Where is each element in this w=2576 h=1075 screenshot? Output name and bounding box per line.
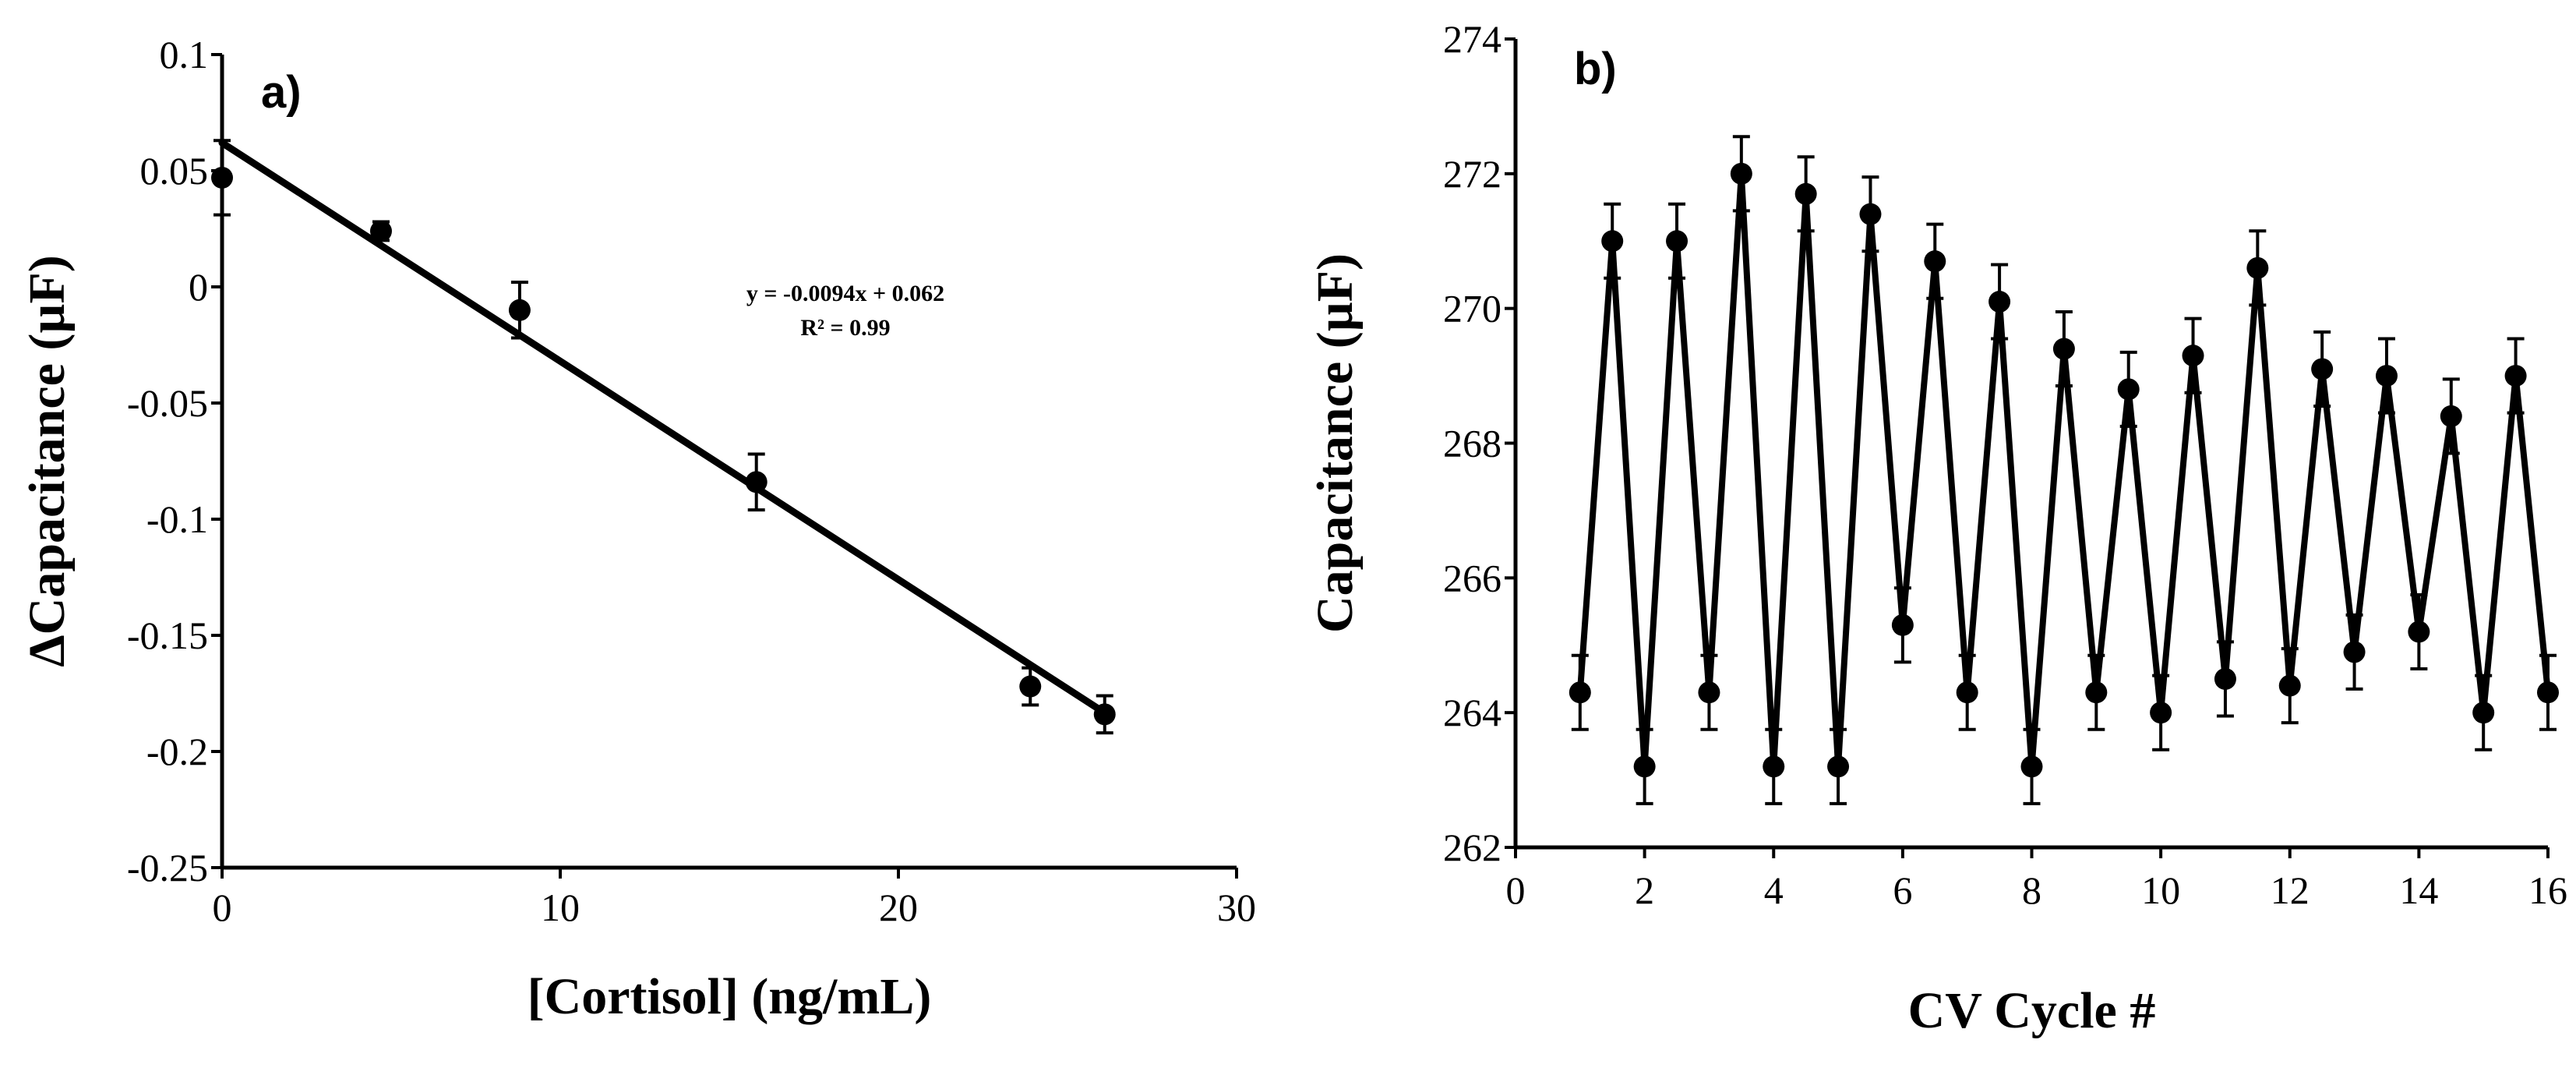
y-tick-label: -0.1 bbox=[146, 497, 208, 541]
x-tick-label: 2 bbox=[1635, 868, 1654, 912]
data-point bbox=[1956, 681, 1978, 704]
data-point bbox=[2472, 702, 2495, 724]
x-tick-label: 30 bbox=[1217, 886, 1256, 929]
data-point bbox=[1891, 614, 1914, 636]
data-point bbox=[1763, 755, 1785, 778]
y-tick-label: 262 bbox=[1443, 826, 1501, 869]
data-point bbox=[2020, 755, 2043, 778]
data-point bbox=[2085, 681, 2108, 704]
data-point bbox=[2311, 358, 2334, 380]
data-point bbox=[2117, 378, 2140, 401]
data-point bbox=[2278, 674, 2301, 697]
equation-annotation: R² = 0.99 bbox=[800, 315, 890, 341]
y-tick-label: 0.05 bbox=[140, 149, 209, 193]
data-point bbox=[211, 166, 233, 189]
panel-b: 262 264 266 268 270 272 274 0 2 4 6 8 10 12 14 16 CV Cyc… bbox=[1307, 17, 2567, 1039]
x-tick-label: 12 bbox=[2271, 868, 2310, 912]
x-tick-label: 14 bbox=[2399, 868, 2438, 912]
panel-a: 0.10.050-0.05-0.1-0.15-0.2-0.250 10 20 30[C… bbox=[19, 33, 1256, 1025]
data-point bbox=[1666, 230, 1689, 253]
data-point bbox=[2343, 641, 2366, 663]
data-point bbox=[2052, 338, 2075, 360]
y-axis-title: ΔCapacitance (µF) bbox=[19, 255, 76, 667]
x-tick-label: 20 bbox=[879, 886, 918, 929]
panel-label: b) bbox=[1574, 44, 1617, 94]
y-tick-label: -0.15 bbox=[127, 614, 208, 657]
data-point bbox=[508, 299, 531, 321]
y-tick-label: 274 bbox=[1443, 17, 1501, 61]
trendline bbox=[218, 139, 1109, 716]
x-tick-label: 0 bbox=[213, 886, 232, 929]
x-axis-title: [Cortisol] (ng/mL) bbox=[528, 968, 932, 1025]
data-point bbox=[2150, 702, 2172, 724]
x-axis-title: CV Cycle # bbox=[1908, 982, 2156, 1039]
y-tick-label: -0.05 bbox=[127, 381, 208, 425]
data-point bbox=[1827, 755, 1850, 778]
data-point bbox=[2504, 365, 2527, 387]
x-tick-label: 10 bbox=[541, 886, 580, 929]
x-tick-label: 4 bbox=[1764, 868, 1784, 912]
x-tick-label: 16 bbox=[2528, 868, 2567, 912]
y-axis-title: Capacitance (µF) bbox=[1307, 253, 1364, 633]
y-tick-label: -0.25 bbox=[127, 846, 208, 889]
y-tick-label: 264 bbox=[1443, 691, 1501, 734]
x-tick-label: 6 bbox=[1893, 868, 1912, 912]
data-point bbox=[1730, 162, 1752, 185]
data-point bbox=[2375, 365, 2398, 387]
data-point bbox=[1924, 250, 1946, 273]
data-point bbox=[1601, 230, 1624, 253]
data-point bbox=[1988, 291, 2011, 313]
y-tick-label: 270 bbox=[1443, 287, 1501, 331]
x-tick-label: 8 bbox=[2022, 868, 2041, 912]
data-point bbox=[1569, 681, 1591, 704]
series-line bbox=[1576, 173, 2551, 767]
data-point bbox=[1698, 681, 1720, 704]
data-point bbox=[1019, 675, 1042, 698]
data-point bbox=[1633, 755, 1656, 778]
data-point bbox=[745, 471, 768, 493]
data-point bbox=[2408, 621, 2430, 643]
y-tick-label: 268 bbox=[1443, 422, 1501, 465]
x-tick-label: 10 bbox=[2141, 868, 2180, 912]
y-tick-label: 266 bbox=[1443, 556, 1501, 599]
y-tick-label: -0.2 bbox=[146, 730, 208, 773]
y-tick-label: 0 bbox=[189, 265, 208, 309]
data-point bbox=[1794, 182, 1817, 205]
data-point bbox=[2246, 256, 2269, 279]
panel-label: a) bbox=[261, 67, 302, 118]
data-point bbox=[1859, 203, 1882, 225]
x-tick-label: 0 bbox=[1506, 868, 1526, 912]
y-tick-label: 0.1 bbox=[160, 33, 209, 76]
y-tick-label: 272 bbox=[1443, 152, 1501, 196]
data-point bbox=[369, 220, 392, 242]
data-point bbox=[2537, 681, 2559, 704]
equation-annotation: y = -0.0094x + 0.062 bbox=[746, 281, 944, 306]
data-point bbox=[2214, 667, 2236, 690]
data-point bbox=[2182, 345, 2204, 367]
data-point bbox=[2440, 405, 2462, 427]
data-point bbox=[1093, 703, 1116, 726]
